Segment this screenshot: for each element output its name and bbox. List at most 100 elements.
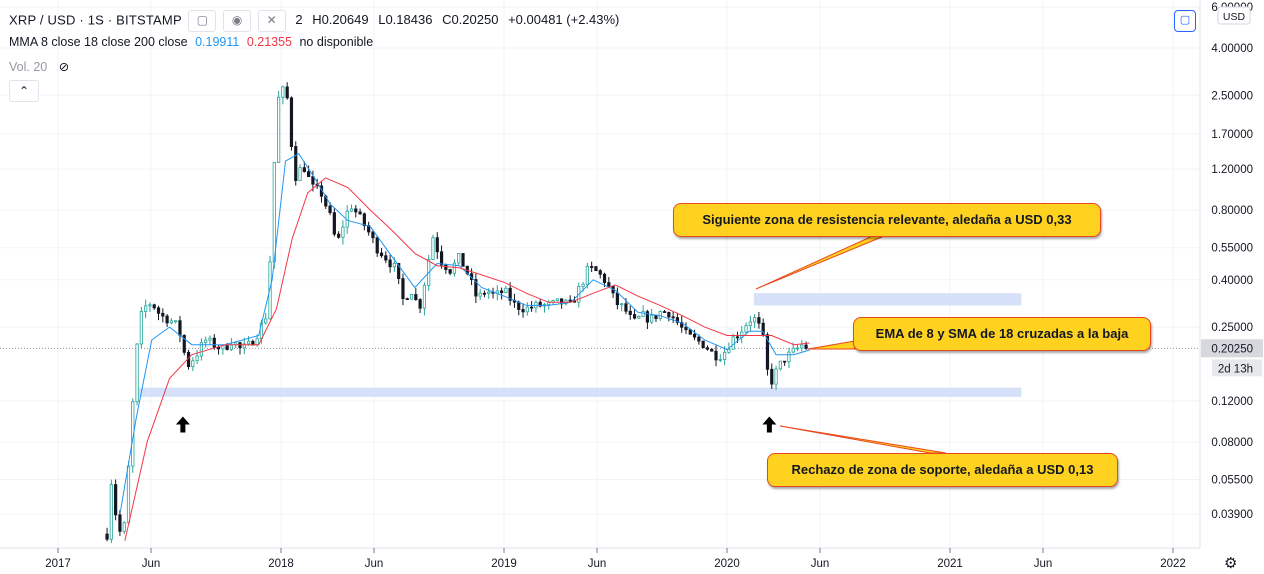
candle-body bbox=[174, 320, 178, 323]
candle-body bbox=[568, 299, 572, 302]
volume-label[interactable]: Vol. 20 bbox=[9, 60, 48, 74]
candle-body bbox=[242, 343, 246, 349]
callout-ema-sma: EMA de 8 y SMA de 18 cruzadas a la baja bbox=[853, 317, 1151, 351]
candle-body bbox=[148, 304, 152, 307]
candle-body bbox=[409, 294, 414, 300]
candle-body bbox=[199, 342, 204, 357]
candle-body bbox=[650, 314, 654, 323]
arrows-layer bbox=[175, 416, 777, 433]
candle-body bbox=[602, 273, 607, 284]
candle-body bbox=[452, 262, 457, 274]
candle-body bbox=[538, 301, 542, 307]
high-label: H bbox=[312, 12, 322, 28]
candle-body bbox=[628, 310, 632, 315]
candle-body bbox=[688, 329, 692, 335]
candle-body bbox=[371, 231, 375, 239]
price-axis-bg bbox=[1200, 0, 1264, 574]
candle-body bbox=[620, 303, 624, 306]
candle-body bbox=[615, 292, 619, 305]
candle-body bbox=[276, 96, 281, 163]
candle-body bbox=[795, 347, 800, 350]
candle-body bbox=[783, 360, 787, 363]
candle-body bbox=[787, 351, 791, 363]
last-price-badge bbox=[1201, 339, 1263, 358]
candle-body bbox=[208, 337, 212, 341]
gear-icon[interactable]: ⚙ bbox=[1224, 555, 1238, 572]
candle-body bbox=[182, 335, 186, 353]
indicator-label[interactable]: MMA 8 close 18 close 200 close bbox=[9, 35, 188, 49]
candle-body bbox=[349, 208, 354, 212]
time-tick-label: Jun bbox=[142, 558, 161, 570]
candle-body bbox=[165, 315, 169, 324]
candle-body bbox=[375, 237, 379, 254]
candle-body bbox=[401, 278, 405, 299]
candle-body bbox=[590, 266, 594, 268]
candle-body bbox=[594, 266, 598, 272]
candle-body bbox=[272, 162, 276, 263]
candle-body bbox=[156, 307, 161, 314]
compare-square-icon[interactable]: ▢ bbox=[188, 10, 217, 32]
eye-icon[interactable]: ◉ bbox=[223, 10, 252, 32]
close-icon[interactable]: ✕ bbox=[257, 10, 286, 32]
candle-body bbox=[727, 348, 731, 353]
symbol-title[interactable]: XRP / USD · 1S · BITSTAMP bbox=[9, 12, 182, 28]
candle-body bbox=[152, 304, 156, 309]
callout-resistance: Siguiente zona de resistencia relevante,… bbox=[673, 203, 1101, 237]
candle-body bbox=[144, 305, 148, 312]
candle-body bbox=[302, 167, 306, 173]
candle-body bbox=[114, 484, 118, 516]
candle-body bbox=[697, 336, 701, 342]
candle-body bbox=[499, 290, 504, 293]
candle-body bbox=[753, 317, 757, 323]
price-tick-label: 0.12000 bbox=[1211, 396, 1253, 408]
price-tick-label: 1.20000 bbox=[1211, 164, 1253, 176]
candle-body bbox=[714, 350, 718, 361]
screenshot-icon[interactable]: ▢ bbox=[1174, 10, 1196, 32]
candle-body bbox=[264, 318, 268, 324]
candle-body bbox=[632, 314, 637, 319]
candle-body bbox=[804, 344, 808, 349]
candle-body bbox=[161, 312, 165, 317]
candle-body bbox=[748, 321, 752, 326]
candle-body bbox=[204, 339, 208, 344]
countdown-badge bbox=[1212, 359, 1262, 377]
currency-label: USD bbox=[1223, 11, 1246, 23]
candle-body bbox=[461, 253, 465, 267]
candle-body bbox=[337, 233, 341, 238]
candle-body bbox=[641, 311, 645, 317]
indicator-sma-value: 0.21355 bbox=[246, 35, 292, 49]
candle-body bbox=[654, 314, 658, 319]
candle-body bbox=[444, 264, 448, 270]
candle-body bbox=[191, 360, 195, 368]
indicator-na: no disponible bbox=[299, 35, 374, 49]
candle-body bbox=[422, 284, 427, 309]
candle-body bbox=[285, 86, 289, 99]
eye-off-icon[interactable]: ⊘ bbox=[58, 60, 70, 74]
candle-body bbox=[705, 347, 710, 350]
change-value: +0.00481 (+2.43%) bbox=[508, 12, 620, 28]
candle-body bbox=[521, 309, 525, 313]
last-price-label: 0.20250 bbox=[1211, 343, 1253, 355]
candle-body bbox=[255, 338, 259, 346]
candle-body bbox=[341, 226, 345, 238]
chevron-up-icon[interactable]: ⌃ bbox=[9, 80, 39, 102]
candle-body bbox=[379, 252, 384, 257]
candle-body bbox=[675, 317, 680, 323]
candle-body bbox=[555, 298, 559, 301]
candle-body bbox=[221, 345, 225, 350]
candle-body bbox=[294, 146, 298, 181]
price-tick-label: 0.40000 bbox=[1211, 275, 1253, 287]
moving-averages-layer bbox=[119, 153, 810, 541]
zone-resistance bbox=[753, 293, 1022, 306]
zone-support bbox=[138, 387, 1022, 397]
candle-body bbox=[358, 211, 362, 215]
candle-body bbox=[225, 345, 229, 350]
candle-body bbox=[392, 263, 396, 268]
candle-body bbox=[680, 322, 684, 328]
candle-body bbox=[598, 270, 602, 275]
chart-grid bbox=[0, 0, 1200, 548]
candle-body bbox=[354, 208, 358, 213]
time-tick-label: 2021 bbox=[937, 558, 963, 570]
